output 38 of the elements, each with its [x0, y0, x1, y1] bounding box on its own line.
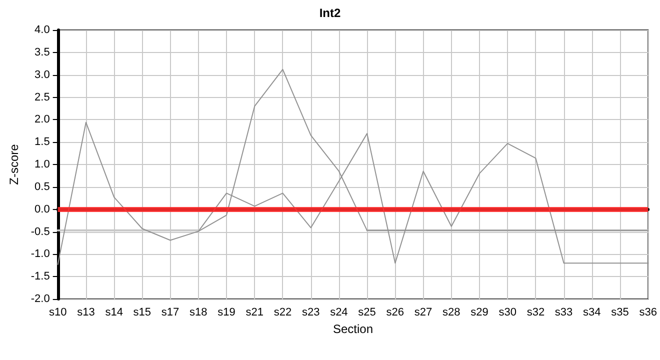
x-tick-label: s32: [526, 306, 545, 318]
x-tick-label: s23: [302, 306, 320, 318]
y-tick-label: 3.0: [34, 68, 50, 81]
x-tick-label: s18: [190, 306, 208, 318]
y-tick-label: -1.5: [30, 270, 50, 283]
y-tick-label: 1.0: [34, 158, 50, 170]
x-tick-label: s22: [274, 306, 292, 318]
x-axis-title: Section: [332, 322, 374, 336]
y-tick-label: -2.0: [30, 293, 50, 305]
y-axis-title: Z-score: [7, 144, 21, 185]
y-tick-label: 2.5: [34, 91, 50, 104]
x-tick-label: s10: [48, 306, 67, 318]
x-tick-label: s25: [358, 306, 376, 318]
x-tick-label: s27: [414, 306, 432, 318]
x-tick-label: s33: [554, 306, 573, 318]
y-tick-label: 4.0: [34, 24, 50, 36]
x-tick-label: s26: [386, 306, 404, 318]
x-tick-label: s35: [611, 306, 629, 318]
x-tick-label: s29: [470, 306, 488, 318]
x-tick-label: s21: [246, 306, 264, 318]
x-tick-label: s14: [105, 306, 123, 318]
y-tick-label: -1.0: [30, 248, 50, 260]
x-tick-label: s13: [77, 306, 95, 318]
chart-title: Int2: [319, 6, 341, 20]
y-tick-label: 1.5: [34, 136, 50, 148]
y-tick-label: -0.5: [30, 226, 50, 238]
x-tick-label: s24: [330, 306, 348, 318]
y-tick-label: 3.5: [34, 46, 50, 58]
y-tick-label: 0.5: [34, 180, 50, 193]
x-tick-label: s19: [218, 306, 236, 318]
x-tick-label: s30: [498, 306, 516, 318]
y-tick-label: 2.0: [34, 114, 50, 126]
y-tick-label: 0.0: [34, 203, 50, 216]
x-tick-label: s34: [583, 306, 601, 318]
x-tick-label: s28: [442, 306, 460, 318]
x-tick-label: s15: [133, 306, 152, 318]
x-tick-label: s36: [639, 306, 658, 318]
x-tick-label: s17: [161, 306, 180, 318]
